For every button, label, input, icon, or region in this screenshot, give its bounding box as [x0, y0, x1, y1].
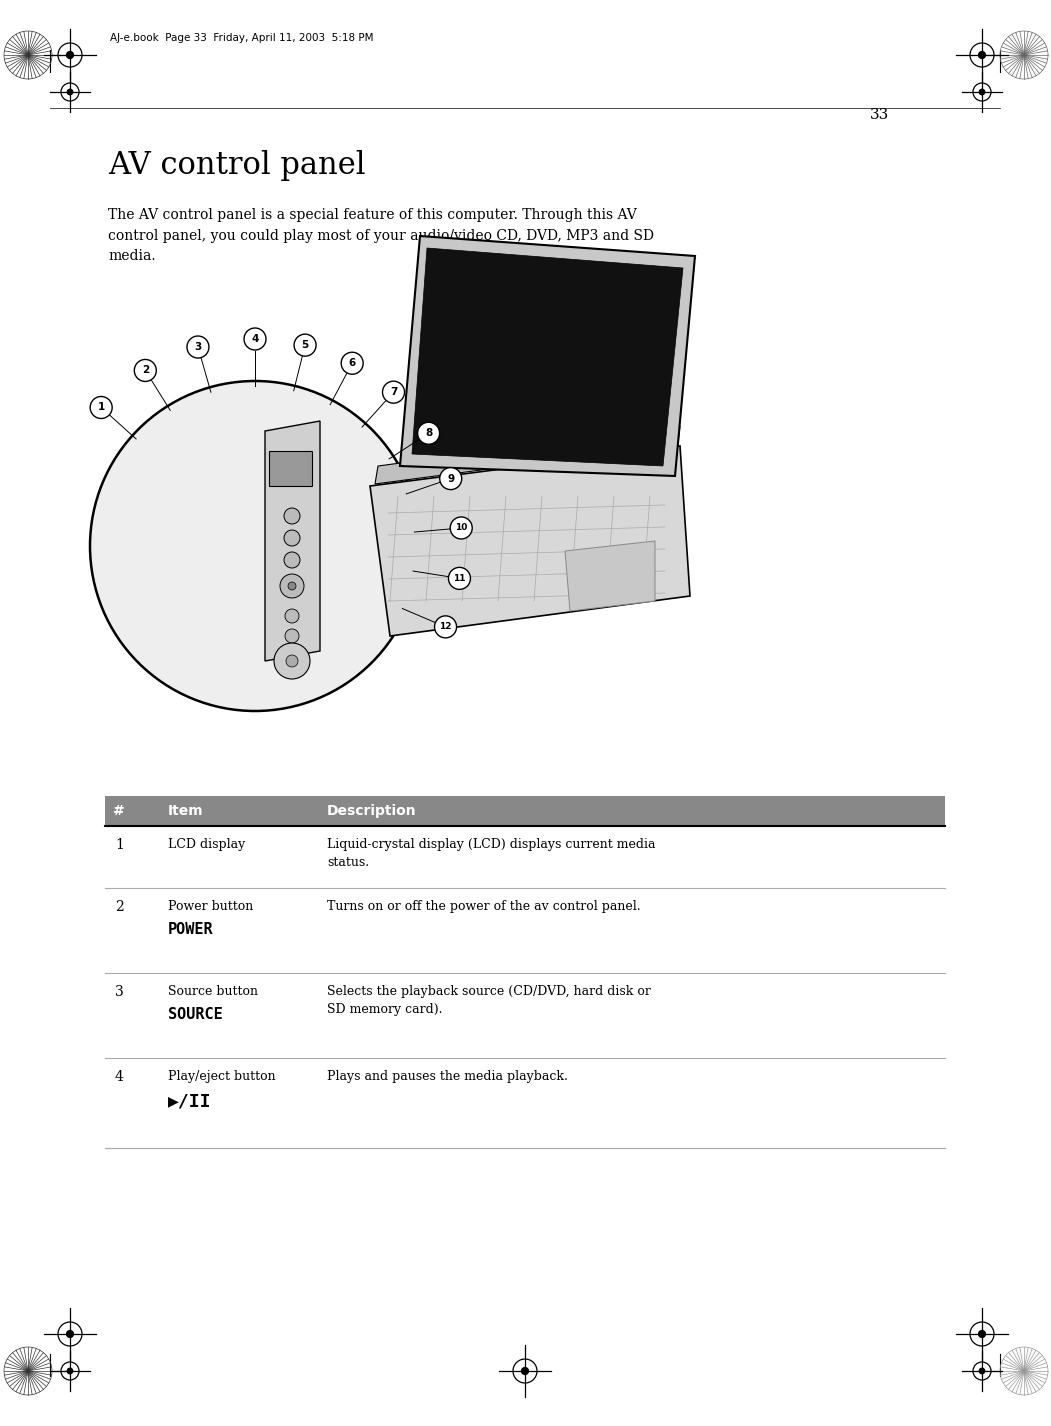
- Polygon shape: [370, 446, 691, 636]
- Text: Selects the playback source (CD/DVD, hard disk or
SD memory card).: Selects the playback source (CD/DVD, har…: [327, 985, 651, 1015]
- Circle shape: [383, 381, 405, 404]
- Circle shape: [434, 616, 456, 637]
- Text: Description: Description: [327, 804, 417, 819]
- Circle shape: [274, 643, 310, 679]
- Text: 3: 3: [194, 342, 202, 352]
- Text: 1: 1: [115, 838, 124, 851]
- Circle shape: [66, 51, 74, 58]
- Text: LCD display: LCD display: [167, 838, 245, 851]
- Circle shape: [978, 51, 986, 58]
- Text: 3: 3: [115, 985, 124, 1000]
- Text: SOURCE: SOURCE: [167, 1007, 223, 1022]
- Circle shape: [978, 1330, 986, 1338]
- Circle shape: [417, 422, 439, 445]
- Circle shape: [284, 508, 300, 523]
- Text: 10: 10: [455, 523, 468, 532]
- Text: 8: 8: [425, 428, 432, 438]
- Circle shape: [90, 396, 112, 418]
- Text: #: #: [114, 804, 125, 819]
- Circle shape: [66, 1330, 74, 1338]
- Circle shape: [294, 334, 316, 356]
- Text: 2: 2: [115, 900, 124, 914]
- Circle shape: [449, 568, 471, 589]
- Circle shape: [135, 359, 157, 381]
- Text: AV control panel: AV control panel: [108, 150, 366, 181]
- Circle shape: [342, 352, 364, 374]
- Text: The AV control panel is a special feature of this computer. Through this AV
cont: The AV control panel is a special featur…: [108, 208, 654, 264]
- Polygon shape: [375, 426, 680, 483]
- Text: 12: 12: [439, 622, 452, 632]
- Circle shape: [285, 609, 298, 623]
- Text: 11: 11: [453, 573, 466, 583]
- Text: 33: 33: [870, 108, 889, 123]
- Text: Source button: Source button: [167, 985, 257, 998]
- Circle shape: [280, 575, 304, 597]
- Circle shape: [286, 655, 298, 667]
- Circle shape: [90, 381, 420, 712]
- Circle shape: [439, 468, 461, 489]
- FancyBboxPatch shape: [269, 451, 312, 486]
- FancyBboxPatch shape: [105, 796, 945, 826]
- Text: Liquid-crystal display (LCD) displays current media
status.: Liquid-crystal display (LCD) displays cu…: [327, 838, 656, 868]
- Polygon shape: [565, 540, 655, 610]
- Text: AJ-e.book  Page 33  Friday, April 11, 2003  5:18 PM: AJ-e.book Page 33 Friday, April 11, 2003…: [110, 33, 373, 43]
- Polygon shape: [412, 248, 683, 466]
- Text: Item: Item: [167, 804, 203, 819]
- Text: Power button: Power button: [167, 900, 253, 913]
- Text: 6: 6: [349, 358, 356, 368]
- Circle shape: [67, 1368, 73, 1373]
- Text: Turns on or off the power of the av control panel.: Turns on or off the power of the av cont…: [327, 900, 641, 913]
- Circle shape: [284, 552, 300, 568]
- Text: 1: 1: [98, 402, 105, 412]
- Circle shape: [288, 582, 296, 590]
- Text: 5: 5: [302, 341, 309, 351]
- Text: 4: 4: [115, 1070, 124, 1084]
- Circle shape: [521, 1368, 529, 1375]
- Circle shape: [980, 1368, 985, 1373]
- Text: 2: 2: [142, 365, 149, 375]
- Circle shape: [285, 629, 298, 643]
- Circle shape: [67, 90, 73, 94]
- Polygon shape: [265, 421, 320, 662]
- Text: POWER: POWER: [167, 923, 213, 937]
- Text: ▶/II: ▶/II: [167, 1092, 211, 1109]
- Text: 7: 7: [390, 388, 397, 398]
- Circle shape: [244, 328, 266, 349]
- Text: 9: 9: [447, 473, 454, 483]
- Circle shape: [187, 337, 209, 358]
- Text: Plays and pauses the media playback.: Plays and pauses the media playback.: [327, 1070, 569, 1082]
- Circle shape: [450, 518, 472, 539]
- Circle shape: [980, 90, 985, 94]
- Text: 4: 4: [251, 334, 259, 344]
- Circle shape: [284, 530, 300, 546]
- Polygon shape: [400, 235, 695, 476]
- Text: Play/eject button: Play/eject button: [167, 1070, 275, 1082]
